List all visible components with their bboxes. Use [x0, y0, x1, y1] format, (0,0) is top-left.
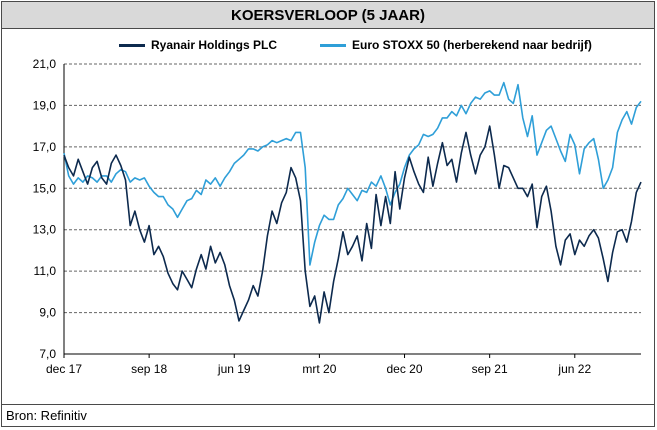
y-tick-label: 17,0 — [33, 140, 57, 154]
x-tick-label: sep 21 — [472, 362, 508, 376]
y-tick-label: 15,0 — [33, 181, 57, 195]
chart-title: KOERSVERLOOP (5 JAAR) — [1, 1, 655, 29]
y-tick-label: 11,0 — [34, 264, 57, 278]
x-tick-label: sep 18 — [131, 362, 167, 376]
legend-item-ryanair: Ryanair Holdings PLC — [119, 38, 277, 52]
series-line-stoxx — [63, 81, 642, 266]
x-tick-label: dec 17 — [46, 362, 82, 376]
x-tick-label: jun 19 — [217, 362, 251, 376]
legend-item-stoxx: Euro STOXX 50 (herberekend naar bedrijf) — [320, 38, 592, 52]
series-line-ryanair — [63, 125, 642, 324]
x-tick-label: mrt 20 — [302, 362, 336, 376]
y-tick-label: 21,0 — [33, 57, 57, 71]
legend-label-stoxx: Euro STOXX 50 (herberekend naar bedrijf) — [352, 38, 592, 52]
source-note: Bron: Refinitiv — [1, 404, 655, 427]
legend-label-ryanair: Ryanair Holdings PLC — [151, 38, 278, 52]
y-tick-label: 7,0 — [39, 347, 56, 361]
chart-legend: Ryanair Holdings PLC Euro STOXX 50 (herb… — [0, 38, 657, 56]
legend-swatch-ryanair — [119, 43, 145, 47]
x-tick-label: jun 22 — [557, 362, 591, 376]
legend-swatch-stoxx — [320, 43, 346, 47]
y-tick-label: 9,0 — [39, 306, 56, 320]
y-tick-label: 19,0 — [33, 98, 57, 112]
y-tick-label: 13,0 — [33, 223, 57, 237]
x-tick-label: dec 20 — [387, 362, 423, 376]
